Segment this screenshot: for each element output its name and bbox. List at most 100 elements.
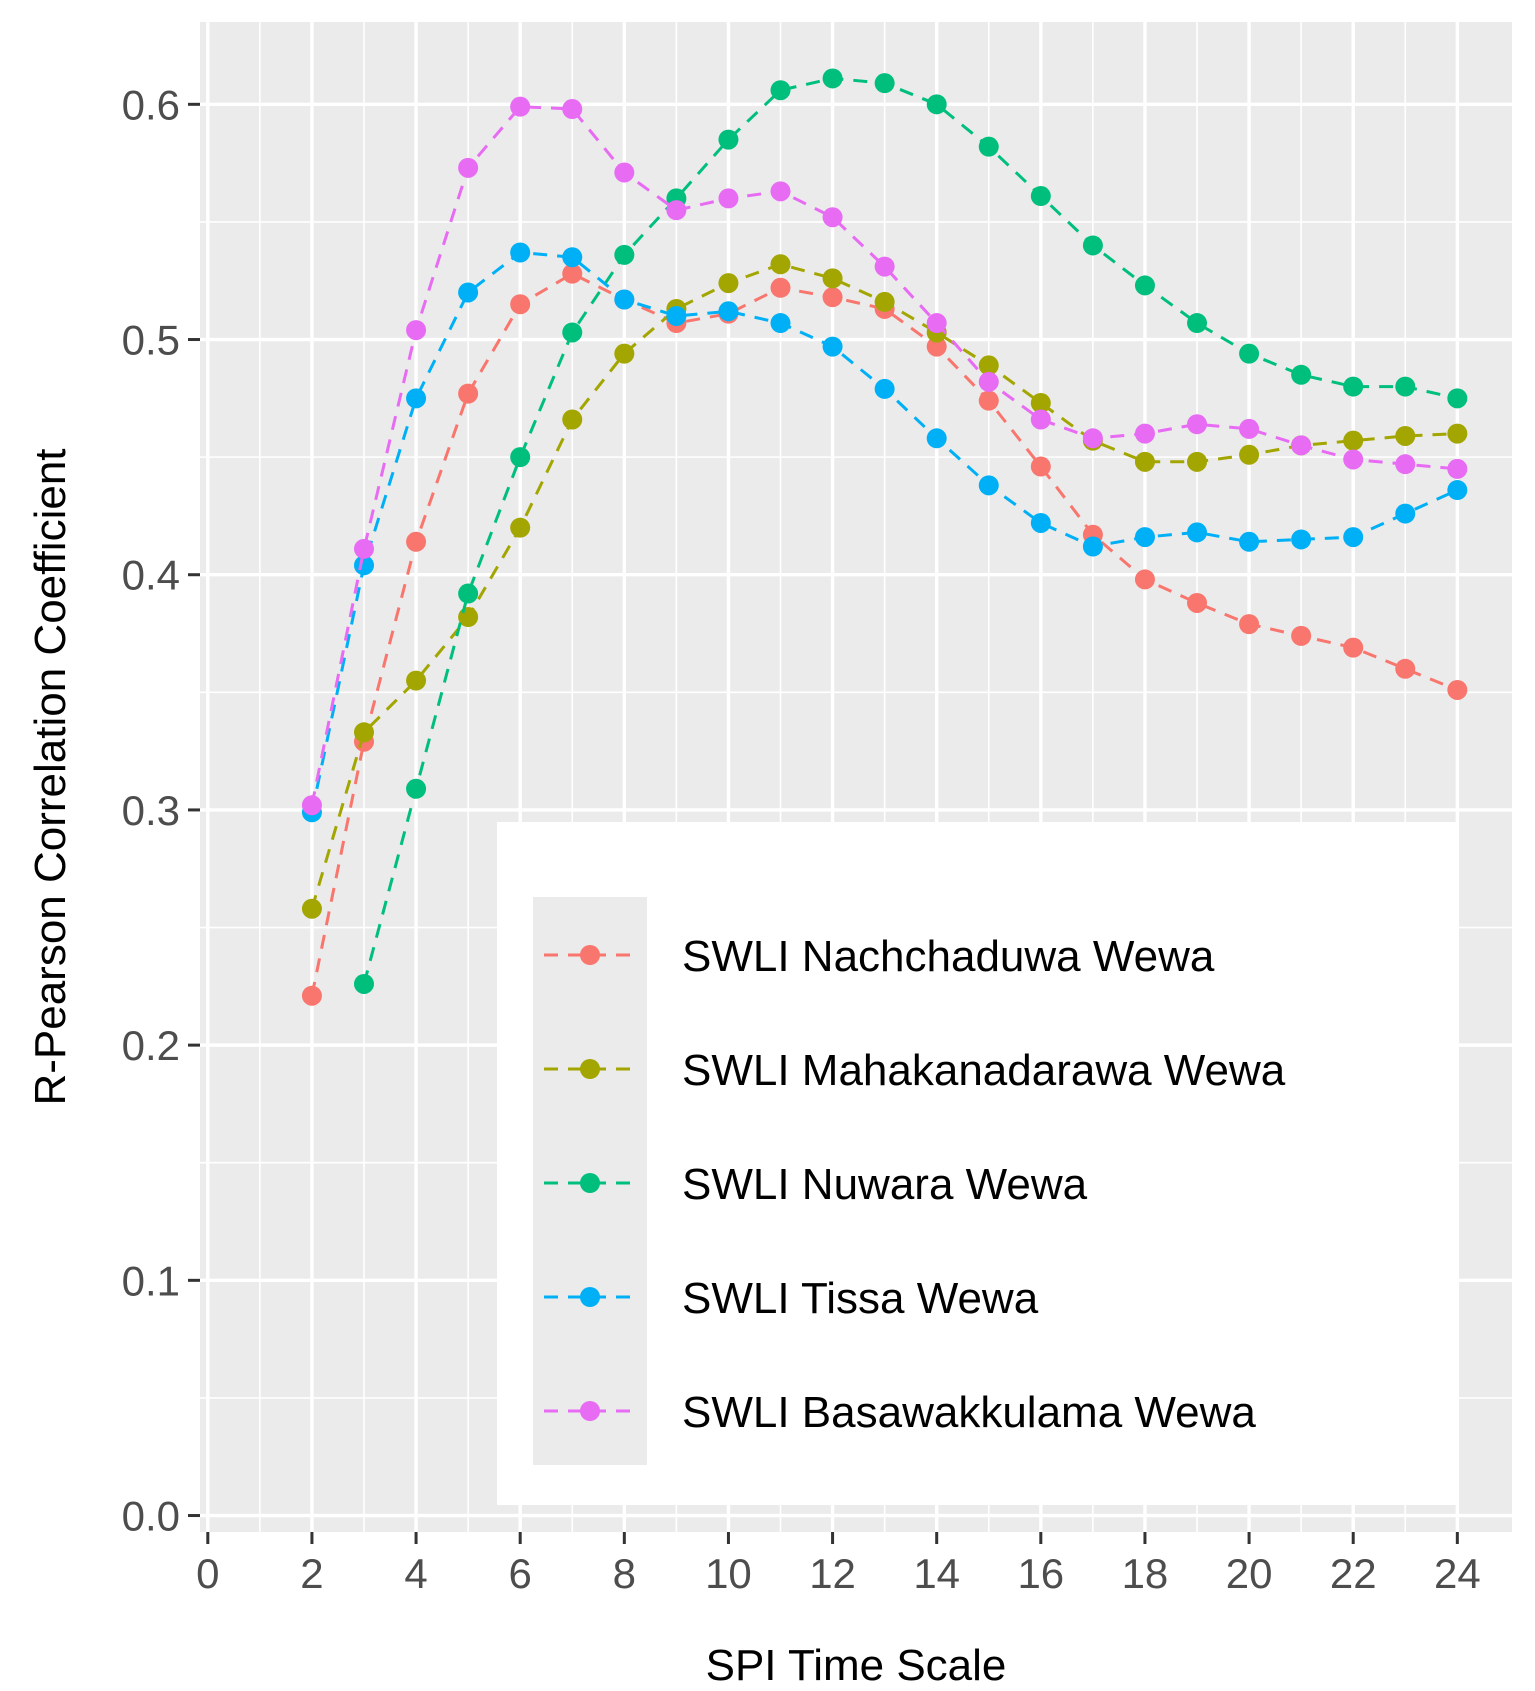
series-point-3 [1239,343,1260,364]
y-tick-label: 0.0 [122,1493,180,1540]
series-point-2 [562,409,583,430]
series-point-4 [822,336,843,357]
y-tick-label: 0.6 [122,81,180,128]
legend-key-point [580,1059,600,1079]
series-point-5 [562,99,583,120]
legend-label: SWLI Mahakanadarawa Wewa [682,1046,1286,1095]
x-tick-label: 4 [404,1550,427,1597]
y-tick-label: 0.5 [122,317,180,364]
series-point-5 [1187,414,1208,435]
series-point-5 [666,200,687,221]
x-tick-label: 16 [1017,1550,1064,1597]
series-point-2 [406,670,427,691]
x-tick-label: 14 [913,1550,960,1597]
series-point-5 [1082,428,1103,449]
series-point-5 [614,162,635,183]
series-point-4 [406,388,427,409]
series-point-3 [1395,376,1416,397]
series-point-3 [1291,364,1312,385]
series-point-5 [770,181,791,202]
series-point-3 [822,68,843,89]
series-point-2 [822,268,843,289]
series-point-1 [1447,679,1468,700]
series-point-3 [354,973,374,994]
x-tick-label: 10 [705,1550,752,1597]
series-point-4 [1082,536,1103,557]
series-point-1 [1343,637,1364,658]
series-point-4 [718,301,739,322]
series-point-5 [1239,418,1260,439]
series-point-5 [458,157,479,178]
series-point-3 [458,583,479,604]
series-point-1 [822,287,843,308]
series-point-3 [718,129,739,150]
series-point-3 [562,322,583,343]
series-point-2 [1343,430,1364,451]
series-point-4 [926,428,947,449]
series-point-1 [1291,625,1312,646]
legend: SWLI Nachchaduwa Wewa SWLI Mahakanadarawa… [497,822,1459,1505]
series-point-4 [614,289,635,310]
series-layer [301,68,1468,1006]
series-point-4 [1030,512,1051,533]
series-point-4 [1134,527,1155,548]
series-point-4 [1187,522,1208,543]
series-point-1 [458,383,479,404]
series-point-3 [1447,388,1468,409]
series-point-5 [822,207,843,228]
series-point-4 [1239,531,1260,552]
series-point-2 [301,898,322,919]
x-tick-label: 8 [613,1550,636,1597]
legend-label: SWLI Tissa Wewa [682,1274,1039,1323]
x-tick-label: 18 [1122,1550,1169,1597]
x-tick-label: 20 [1226,1550,1273,1597]
series-point-1 [562,263,583,284]
y-tick-label: 0.4 [122,552,180,599]
series-point-2 [614,343,635,364]
series-point-4 [770,313,791,334]
y-tick-label: 0.3 [122,787,180,834]
legend-key-point [580,945,600,965]
series-point-5 [1291,435,1312,456]
series-point-5 [978,371,999,392]
series-point-4 [874,378,895,399]
series-point-3 [1187,313,1208,334]
series-point-4 [1291,529,1312,550]
series-point-5 [718,188,739,209]
x-tick-label: 6 [509,1550,532,1597]
series-point-5 [1395,454,1416,475]
series-point-2 [1187,451,1208,472]
series-point-1 [1187,592,1208,613]
x-axis-title: SPI Time Scale [706,1641,1007,1690]
series-point-3 [510,447,531,468]
series-point-2 [874,291,895,312]
legend-label: SWLI Basawakkulama Wewa [682,1388,1256,1437]
x-tick-label: 22 [1330,1550,1377,1597]
legend-background [497,822,1459,1505]
series-point-4 [1447,480,1468,501]
series-point-5 [510,96,531,117]
series-point-4 [562,247,583,268]
legend-key-point [580,1287,600,1307]
series-point-3 [1082,235,1103,256]
series-point-4 [1343,527,1364,548]
series-point-5 [406,320,427,341]
y-tick-label: 0.1 [122,1257,180,1304]
series-point-3 [770,80,791,101]
series-point-4 [666,306,687,327]
series-point-5 [354,538,374,559]
legend-label: SWLI Nachchaduwa Wewa [682,932,1215,981]
series-point-1 [301,985,322,1006]
series-point-1 [1395,658,1416,679]
series-point-2 [770,254,791,275]
legend-label: SWLI Nuwara Wewa [682,1160,1088,1209]
series-point-1 [978,390,999,411]
series-point-3 [874,73,895,94]
series-point-1 [406,531,427,552]
series-point-1 [1030,456,1051,477]
series-point-1 [1239,614,1260,635]
series-point-4 [1395,503,1416,524]
series-point-4 [510,242,531,263]
series-point-4 [978,475,999,496]
